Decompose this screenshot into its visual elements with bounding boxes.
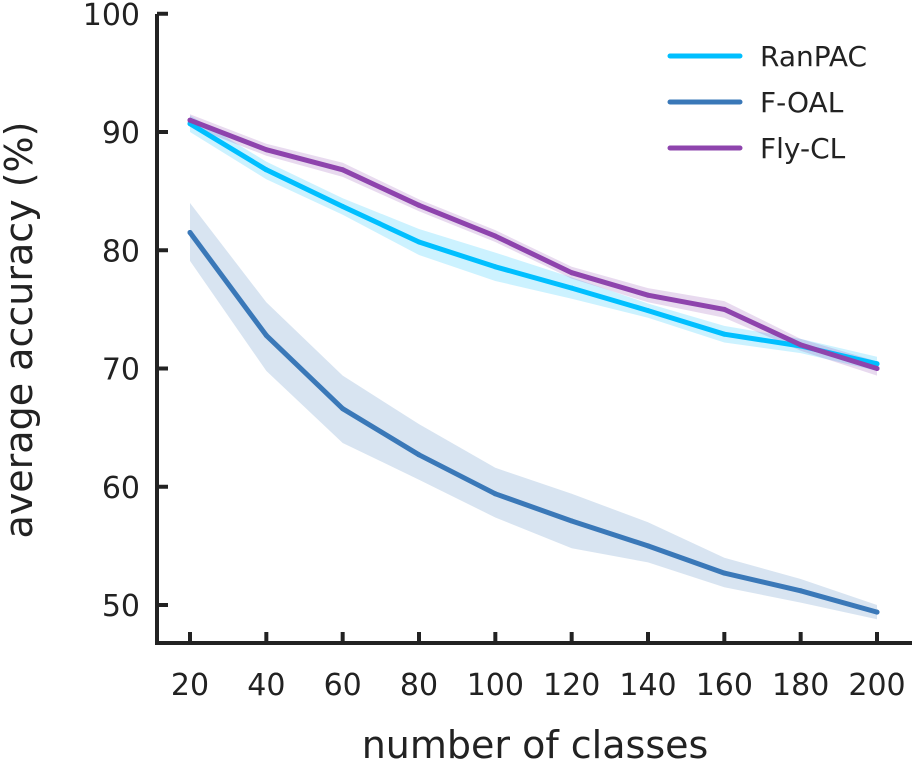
legend-label-ranpac: RanPAC: [760, 40, 867, 73]
x-tick-label: 100: [467, 668, 524, 703]
fly-cl-point: [187, 117, 193, 123]
x-tick-label: 20: [171, 668, 209, 703]
fly-cl-point: [721, 306, 727, 312]
y-tick-label: 80: [102, 234, 140, 269]
ranpac-point: [569, 285, 575, 291]
y-tick-label: 70: [102, 353, 140, 388]
f-oal-point: [492, 491, 498, 497]
f-oal-point: [721, 570, 727, 576]
f-oal-point: [645, 543, 651, 549]
series-lines: [187, 117, 880, 615]
ranpac-point: [721, 331, 727, 337]
y-tick-label: 60: [102, 471, 140, 506]
fly-cl-point: [874, 366, 880, 371]
ranpac-point: [874, 361, 880, 367]
legend: RanPAC F-OAL Fly-CL: [667, 40, 867, 165]
fly-cl-point: [263, 147, 269, 153]
f-oal-line: [187, 230, 880, 615]
x-tick-label: 120: [543, 668, 600, 703]
f-oal-point: [874, 609, 880, 615]
ranpac-point: [416, 239, 422, 245]
y-ticks: 50 60 70 80 90 100: [83, 0, 168, 624]
y-tick-label: 50: [102, 589, 140, 624]
fly-cl-line: [187, 117, 880, 371]
fly-cl-point: [340, 167, 346, 173]
fly-cl-point: [569, 270, 575, 276]
confidence-bands: [190, 114, 877, 620]
y-axis-title: average accuracy (%): [0, 122, 41, 539]
legend-label-fly-cl: Fly-CL: [760, 132, 846, 165]
ranpac-point: [492, 264, 498, 270]
fly-cl-point: [492, 233, 498, 239]
x-tick-label: 40: [247, 668, 285, 703]
ranpac-point: [340, 204, 346, 209]
fly-cl-point: [798, 342, 804, 348]
x-tick-label: 140: [619, 668, 676, 703]
x-axis-title: number of classes: [362, 723, 709, 767]
x-tick-label: 200: [848, 668, 905, 703]
f-oal-point: [263, 332, 269, 338]
x-ticks: 20 40 60 80 100 120 140 160 180 200: [171, 632, 906, 703]
x-tick-label: 180: [772, 668, 829, 703]
f-oal-point: [416, 452, 422, 458]
x-tick-label: 60: [324, 668, 362, 703]
f-oal-point: [340, 406, 346, 412]
f-oal-point: [187, 230, 193, 235]
axes: [155, 14, 912, 645]
y-tick-label: 100: [83, 0, 140, 33]
ranpac-point: [263, 167, 269, 173]
fly-cl-point: [416, 202, 422, 208]
f-oal-point: [798, 588, 804, 594]
ranpac-point: [645, 308, 651, 314]
ranpac-line: [187, 121, 880, 367]
f-oal-band: [190, 203, 877, 620]
legend-label-f-oal: F-OAL: [760, 86, 844, 119]
f-oal-point: [569, 518, 575, 524]
y-tick-label: 90: [102, 116, 140, 151]
fly-cl-point: [645, 292, 651, 298]
x-tick-label: 160: [696, 668, 753, 703]
x-tick-label: 80: [400, 668, 438, 703]
